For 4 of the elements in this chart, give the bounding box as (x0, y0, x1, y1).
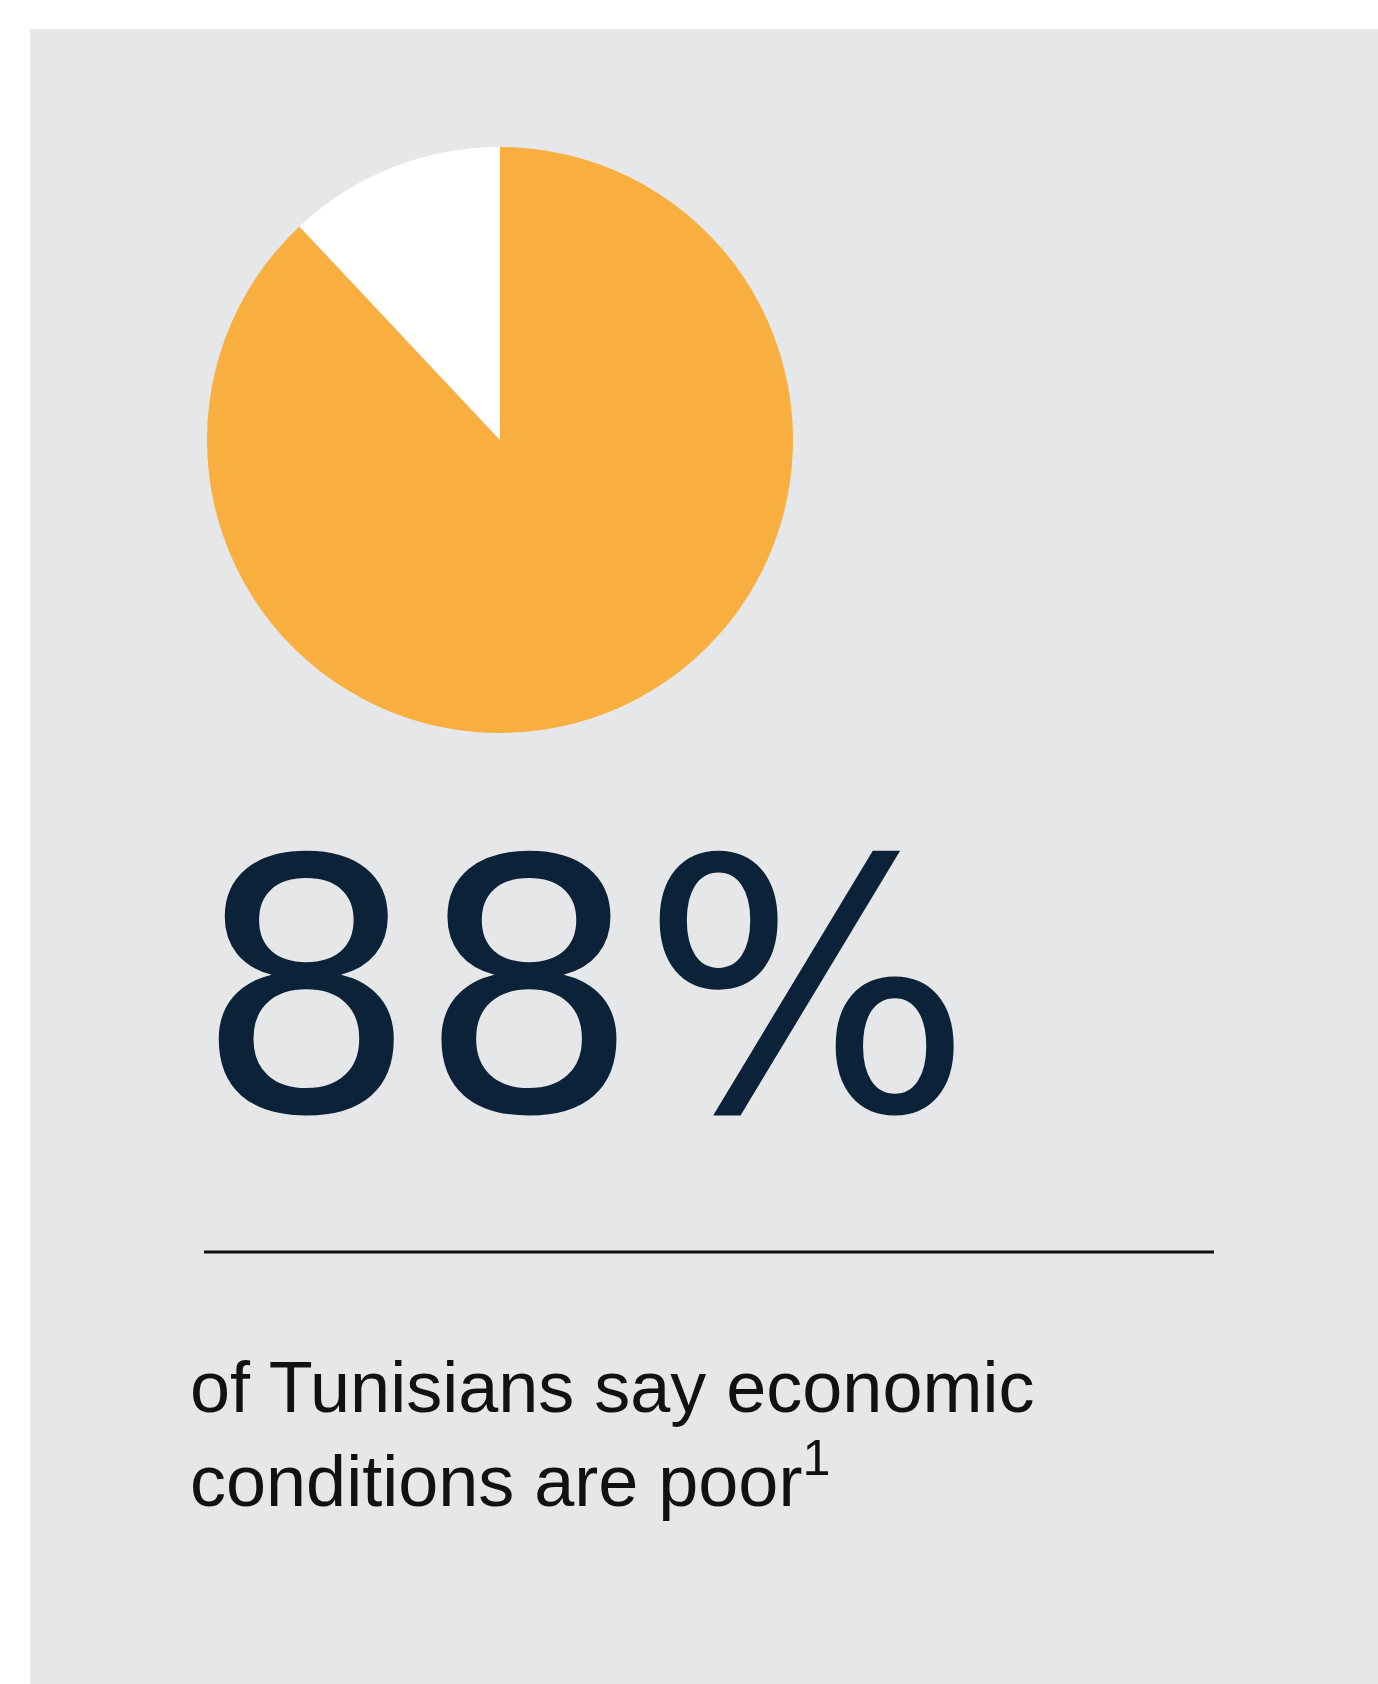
pie-slice (299, 147, 500, 440)
text: of Tunisians say economic conditions are poor$^{1}$ (190, 1347, 1035, 1521)
pie-slice (207, 147, 793, 733)
text: 88% (195, 785, 973, 1194)
